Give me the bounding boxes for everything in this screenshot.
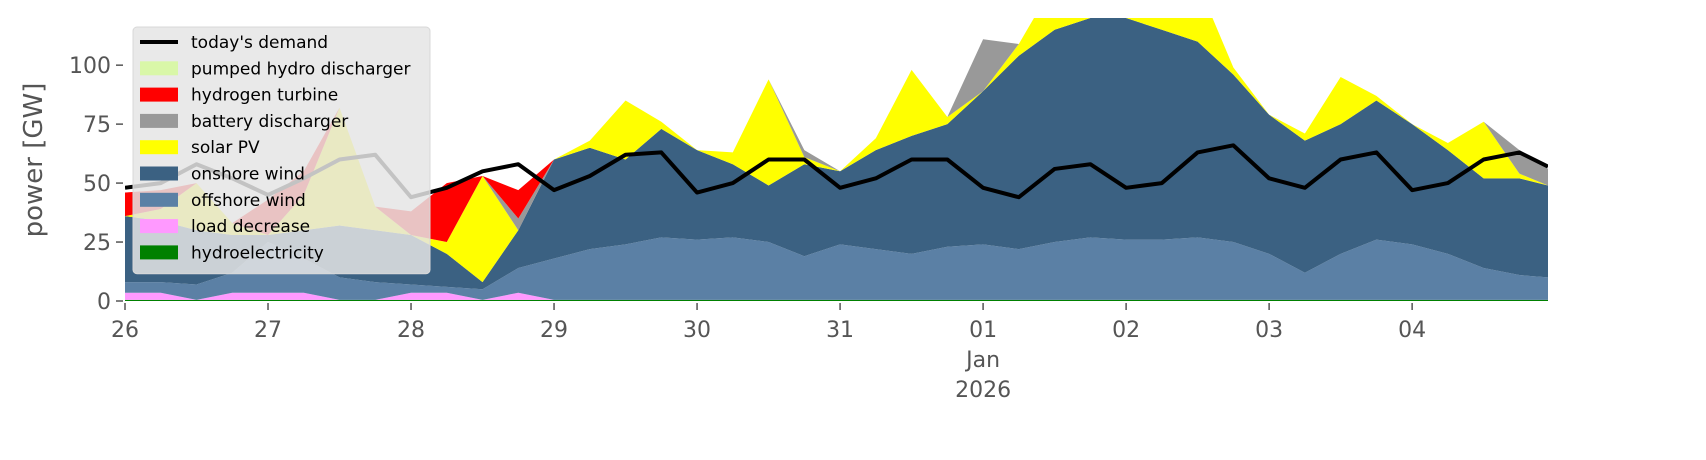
area [125,18,1548,290]
legend-label: today's demand [191,33,328,53]
x-tick-label: 03 [1255,318,1283,343]
legend-label: battery discharger [191,112,348,132]
x-tick-label: 04 [1398,318,1426,343]
x-tick-label: 29 [540,318,568,343]
y-tick-label: 0 [97,290,111,315]
legend-label: hydrogen turbine [191,86,338,106]
legend-label: offshore wind [191,191,306,211]
legend-swatch [140,113,178,128]
area [125,18,1548,283]
legend: today's demand pumped hydro discharger hyd… [132,26,431,275]
legend-swatch [140,61,178,76]
y-tick-label: 100 [69,54,111,79]
area [125,292,1548,300]
x-tick-label: 28 [397,318,425,343]
x-tick-label-line: 2026 [955,378,1011,403]
area [125,237,1548,300]
x-tick-label: 26 [111,318,139,343]
x-tick-label-line: Jan [964,348,1000,373]
legend-box [132,26,431,275]
legend-swatch [140,219,178,234]
x-tick-label: 02 [1112,318,1140,343]
legend-label: solar PV [191,138,260,158]
y-tick-label: 50 [83,172,111,197]
legend-swatch [140,166,178,181]
x-tick-label: 27 [254,318,282,343]
y-tick-label: 25 [83,231,111,256]
legend-swatch [140,87,178,102]
legend-label: hydroelectricity [191,243,324,263]
legend-label: onshore wind [191,165,305,185]
legend-swatch [140,140,178,155]
x-tick-label: 30 [683,318,711,343]
y-tick-label: 75 [83,113,111,138]
legend-swatch [140,245,178,260]
legend-label: load decrease [191,217,310,237]
legend-swatch [140,192,178,207]
legend-label: pumped hydro discharger [191,59,410,79]
x-tick-label-line: 01 [969,318,997,343]
axes: 0 25 50 75 100 26 27 28 29 30 31 01 Jan 2026 02 03 04 [69,54,1426,403]
x-tick-label: 01 Jan 2026 [955,318,1011,403]
area [125,299,1548,301]
y-axis-label: power [GW] [19,83,49,238]
x-tick-label: 31 [826,318,854,343]
